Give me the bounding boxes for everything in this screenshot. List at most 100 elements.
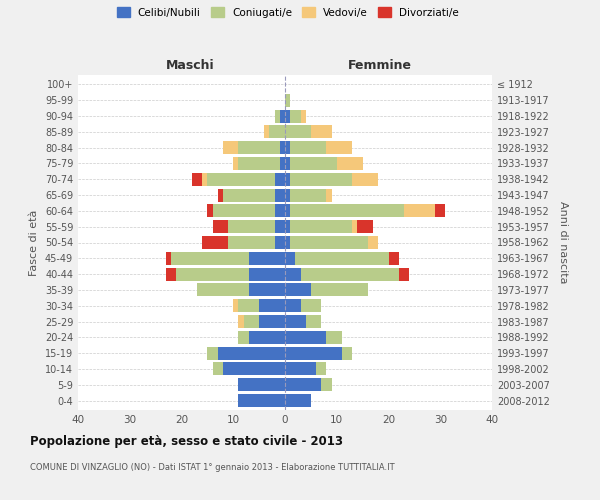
Bar (233, 157, 238, 170)
Bar (290, 173, 352, 186)
Bar (212, 362, 223, 376)
Bar (218, 346, 285, 360)
Bar (238, 378, 285, 391)
Bar (238, 315, 244, 328)
Bar (285, 268, 301, 280)
Bar (285, 141, 290, 154)
Bar (176, 268, 249, 280)
Bar (285, 173, 290, 186)
Bar (306, 315, 321, 328)
Bar (435, 204, 445, 218)
Bar (208, 346, 218, 360)
Bar (223, 362, 285, 376)
Bar (166, 252, 171, 265)
Bar (290, 188, 326, 202)
Bar (352, 220, 358, 233)
Bar (290, 110, 301, 122)
Bar (208, 173, 275, 186)
Bar (233, 299, 238, 312)
Bar (238, 394, 285, 407)
Bar (275, 204, 285, 218)
Bar (223, 141, 238, 154)
Bar (280, 141, 285, 154)
Bar (399, 268, 409, 280)
Bar (285, 220, 290, 233)
Text: Femmine: Femmine (348, 58, 412, 71)
Bar (311, 126, 332, 138)
Bar (358, 220, 373, 233)
Bar (249, 268, 285, 280)
Bar (202, 173, 208, 186)
Bar (249, 284, 285, 296)
Bar (285, 204, 290, 218)
Y-axis label: Anni di nascita: Anni di nascita (558, 201, 568, 284)
Bar (249, 331, 285, 344)
Bar (228, 220, 275, 233)
Bar (285, 299, 301, 312)
Bar (280, 157, 285, 170)
Bar (326, 188, 332, 202)
Bar (285, 126, 311, 138)
Bar (249, 252, 285, 265)
Bar (223, 188, 275, 202)
Bar (166, 268, 176, 280)
Legend: Celibi/Nubili, Coniugati/e, Vedovi/e, Divorziati/e: Celibi/Nubili, Coniugati/e, Vedovi/e, Di… (115, 5, 461, 20)
Bar (238, 331, 249, 344)
Bar (275, 110, 280, 122)
Bar (269, 126, 285, 138)
Bar (290, 236, 368, 249)
Bar (285, 284, 311, 296)
Bar (285, 110, 290, 122)
Bar (337, 157, 362, 170)
Bar (259, 299, 285, 312)
Bar (265, 126, 269, 138)
Bar (342, 346, 352, 360)
Bar (259, 315, 285, 328)
Bar (301, 299, 321, 312)
Bar (244, 315, 259, 328)
Bar (280, 110, 285, 122)
Bar (285, 157, 290, 170)
Bar (326, 141, 352, 154)
Bar (285, 378, 321, 391)
Bar (285, 346, 342, 360)
Bar (285, 236, 290, 249)
Bar (218, 188, 223, 202)
Bar (290, 157, 337, 170)
Bar (290, 141, 326, 154)
Bar (389, 252, 399, 265)
Y-axis label: Fasce di età: Fasce di età (29, 210, 39, 276)
Bar (290, 220, 352, 233)
Bar (301, 268, 399, 280)
Bar (285, 362, 316, 376)
Bar (238, 141, 280, 154)
Bar (285, 394, 311, 407)
Bar (368, 236, 378, 249)
Bar (212, 220, 228, 233)
Bar (192, 173, 202, 186)
Bar (197, 284, 249, 296)
Bar (285, 188, 290, 202)
Bar (285, 331, 326, 344)
Bar (301, 110, 306, 122)
Bar (285, 252, 295, 265)
Bar (238, 299, 259, 312)
Text: Maschi: Maschi (166, 58, 214, 71)
Text: Popolazione per età, sesso e stato civile - 2013: Popolazione per età, sesso e stato civil… (30, 435, 343, 448)
Bar (171, 252, 249, 265)
Bar (321, 378, 332, 391)
Text: COMUNE DI VINZAGLIO (NO) - Dati ISTAT 1° gennaio 2013 - Elaborazione TUTTITALIA.: COMUNE DI VINZAGLIO (NO) - Dati ISTAT 1°… (30, 462, 395, 471)
Bar (275, 236, 285, 249)
Bar (202, 236, 228, 249)
Bar (275, 173, 285, 186)
Bar (326, 331, 342, 344)
Bar (352, 173, 378, 186)
Bar (238, 157, 280, 170)
Bar (228, 236, 275, 249)
Bar (316, 362, 326, 376)
Bar (275, 220, 285, 233)
Bar (285, 315, 306, 328)
Bar (290, 204, 404, 218)
Bar (404, 204, 435, 218)
Bar (275, 188, 285, 202)
